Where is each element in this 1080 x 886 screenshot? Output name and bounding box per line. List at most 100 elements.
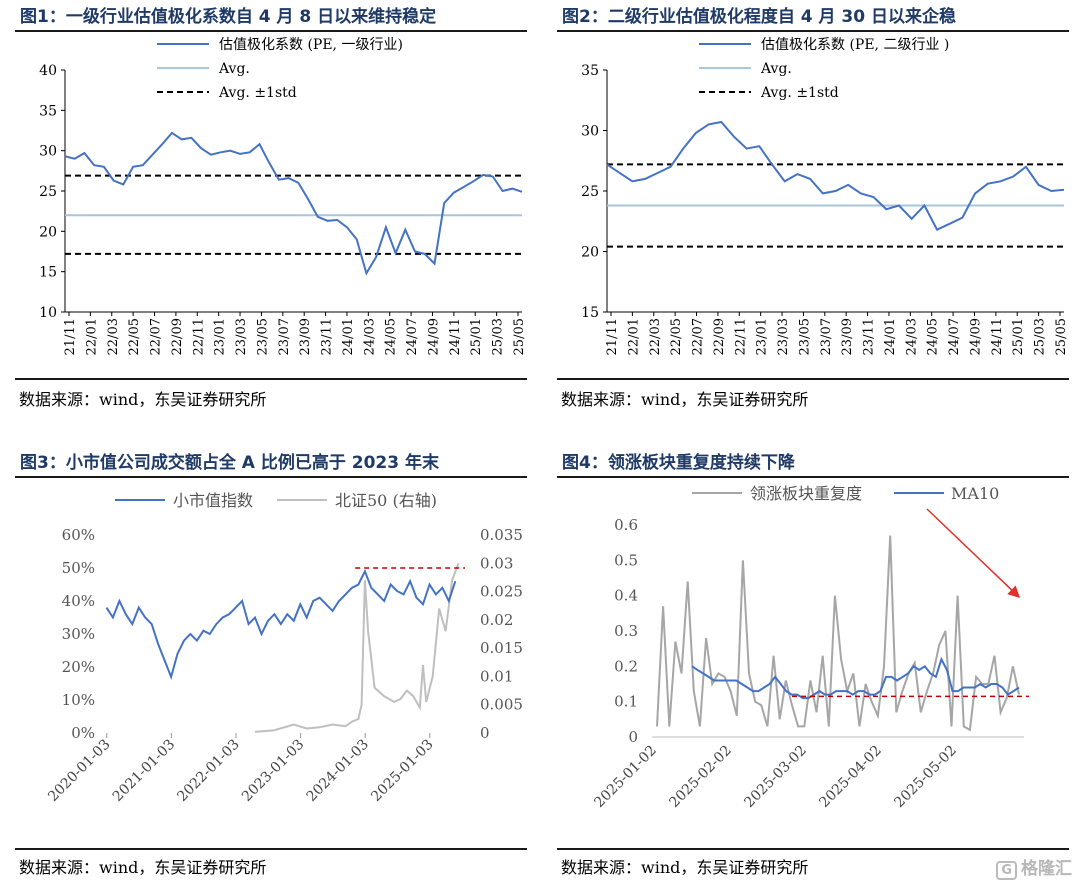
figure-title: 图1：一级行业估值极化系数自 4 月 8 日以来维持稳定 (20, 7, 437, 27)
y-tick-label: 10 (39, 305, 57, 321)
x-tick-label: 25/01 (1011, 318, 1026, 355)
x-tick-label: 25/05 (1054, 318, 1069, 355)
right-y-tick-label: 0.015 (480, 639, 523, 657)
x-tick-label: 24/05 (384, 318, 399, 355)
x-tick-label: 24/09 (426, 318, 441, 355)
source-note: 数据来源：wind，东吴证券研究所 (19, 858, 267, 877)
series-line (64, 131, 523, 276)
y-tick-label: 25 (581, 184, 599, 200)
legend-label: Avg. ±1std (218, 85, 297, 101)
right-y-tick-label: 0 (480, 724, 490, 742)
x-tick-label: 23/01 (213, 318, 228, 355)
x-tick-label: 23/07 (819, 318, 834, 355)
y-tick-label: 0.4 (614, 587, 638, 605)
x-tick-label: 2025-01-03 (368, 737, 436, 805)
series-line-right (254, 562, 460, 733)
x-tick-label: 25/03 (1033, 318, 1048, 355)
x-tick-label: 23/09 (298, 318, 313, 355)
title-rule (15, 476, 527, 478)
legend-label: 估值极化系数 (PE, 一级行业) (219, 37, 403, 53)
x-tick-label: 23/05 (797, 318, 812, 355)
x-tick-label: 24/01 (883, 318, 898, 355)
x-tick-label: 2020-01-03 (45, 737, 113, 805)
legend-label: Avg. (218, 61, 250, 77)
legend-label: 领涨板块重复度 (750, 484, 862, 503)
panel-2: 图2：二级行业估值极化程度自 4 月 30 日以来企稳 15 20 25 30 35 21… (557, 0, 1069, 420)
watermark-logo-icon: G (996, 861, 1017, 880)
y-tick-label: 20 (39, 224, 57, 240)
x-tick-label: 24/07 (405, 318, 420, 355)
series-line-raw (656, 535, 1020, 732)
trend-arrow (926, 508, 1021, 599)
x-tick-label: 2024-01-03 (304, 737, 372, 805)
y-tick-label: 20 (581, 245, 599, 261)
watermark-text: 格隆汇 (1021, 859, 1072, 879)
x-tick-label: 21/11 (605, 318, 620, 355)
y-tick-label: 15 (581, 305, 599, 321)
x-tick-label: 22/01 (84, 318, 99, 355)
x-tick-label: 25/05 (512, 318, 527, 355)
x-tick-label: 22/03 (648, 318, 663, 355)
source-note: 数据来源：wind，东吴证券研究所 (19, 390, 267, 409)
right-y-tick-label: 0.005 (480, 696, 523, 714)
x-tick-label: 23/09 (840, 318, 855, 355)
x-tick-label: 2025-02-02 (666, 743, 734, 811)
x-tick-label: 23/03 (234, 318, 249, 355)
y-tick-label: 0 (628, 728, 638, 746)
x-tick-label: 24/03 (362, 318, 377, 355)
source-rule (15, 378, 527, 380)
x-tick-label: 22/05 (669, 318, 684, 355)
x-tick-label: 24/05 (926, 318, 941, 355)
series-line-ma10 (691, 656, 1020, 700)
title-rule (15, 30, 527, 32)
left-y-tick-label: 60% (62, 526, 95, 544)
source-rule (557, 848, 1069, 850)
y-tick-label: 25 (39, 184, 57, 200)
x-tick-label: 23/03 (776, 318, 791, 355)
x-tick-label: 24/11 (448, 318, 463, 355)
y-tick-label: 35 (581, 63, 599, 79)
left-y-tick-label: 40% (62, 592, 95, 610)
legend-label: MA10 (951, 484, 999, 503)
right-y-tick-label: 0.03 (480, 554, 513, 572)
series-line (606, 120, 1065, 232)
watermark: G 格隆汇 (996, 854, 1072, 880)
x-tick-label: 24/03 (904, 318, 919, 355)
x-tick-label: 23/11 (862, 318, 877, 355)
panel-1: 图1：一级行业估值极化系数自 4 月 8 日以来维持稳定 10 15 20 25 30 3… (15, 0, 527, 420)
y-tick-label: 0.5 (614, 551, 638, 569)
title-rule (557, 476, 1069, 478)
source-note: 数据来源：wind，东吴证券研究所 (561, 858, 809, 877)
legend-label: Avg. ±1std (760, 85, 839, 101)
x-tick-label: 2025-01-02 (591, 743, 659, 811)
left-y-tick-label: 30% (62, 625, 95, 643)
x-tick-label: 25/03 (491, 318, 506, 355)
x-tick-label: 22/09 (712, 318, 727, 355)
legend-label: 小市值指数 (173, 491, 253, 510)
y-tick-label: 0.3 (614, 622, 638, 640)
source-rule (557, 378, 1069, 380)
x-tick-label: 25/01 (469, 318, 484, 355)
x-tick-label: 2025-05-02 (891, 743, 959, 811)
legend-label: 估值极化系数 (PE, 二级行业 ) (761, 37, 949, 53)
x-tick-label: 23/11 (320, 318, 335, 355)
x-tick-label: 24/11 (990, 318, 1005, 355)
figure-title: 图4：领涨板块重复度持续下降 (562, 453, 795, 473)
right-y-tick-label: 0.025 (480, 583, 523, 601)
figure-title: 图2：二级行业估值极化程度自 4 月 30 日以来企稳 (562, 7, 956, 27)
y-tick-label: 35 (39, 103, 57, 119)
source-note: 数据来源：wind，东吴证券研究所 (561, 390, 809, 409)
chart-3: 0% 10% 20% 30% 40% 50% 60% 0 0.005 0.01 0.015 0.02 0… (45, 491, 523, 805)
x-tick-label: 23/07 (277, 318, 292, 355)
panel-3: 图3：小市值公司成交额占全 A 比例已高于 2023 年末 0% 10% 20% 30… (15, 446, 527, 886)
x-tick-label: 2025-04-02 (816, 743, 884, 811)
x-tick-label: 2021-01-03 (110, 737, 178, 805)
x-tick-label: 22/11 (733, 318, 748, 355)
y-tick-label: 40 (39, 63, 57, 79)
y-tick-label: 15 (39, 265, 57, 281)
x-tick-label: 24/07 (947, 318, 962, 355)
y-tick-label: 0.6 (614, 516, 638, 534)
x-tick-label: 24/09 (968, 318, 983, 355)
series-line-left (105, 568, 457, 681)
